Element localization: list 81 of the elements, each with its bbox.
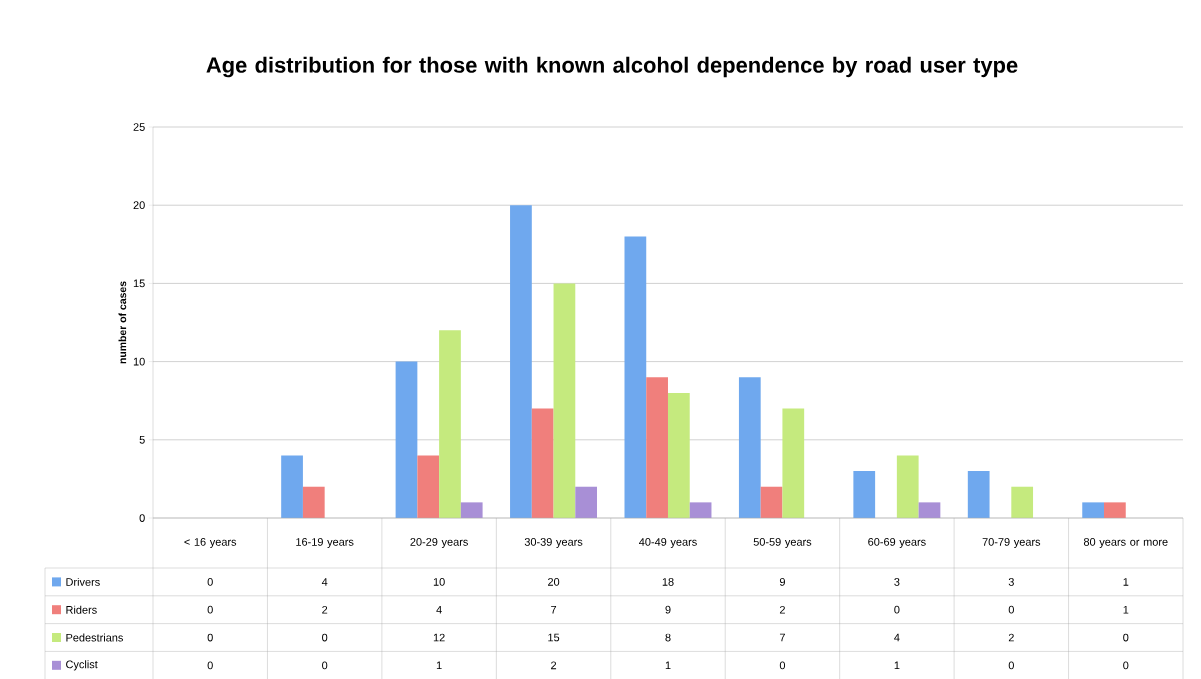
- y-tick-label: 20: [133, 201, 145, 210]
- bar: [281, 455, 303, 519]
- bar: [1082, 502, 1104, 519]
- bar: [395, 361, 418, 519]
- data-label: 4: [436, 605, 442, 614]
- bar: [439, 330, 461, 519]
- y-axis-title: number of cases: [118, 281, 127, 364]
- data-label: 0: [779, 661, 786, 670]
- data-label: 10: [433, 578, 445, 586]
- data-label: 4: [894, 633, 900, 642]
- data-label: 15: [548, 633, 560, 642]
- bar: [417, 455, 440, 519]
- bar: [738, 377, 761, 519]
- data-label: 1: [665, 661, 671, 670]
- data-label: 20: [548, 578, 560, 586]
- data-label: 0: [894, 605, 900, 614]
- x-tick-label: 50-59 years: [753, 538, 812, 548]
- bar: [531, 408, 554, 519]
- data-label: 1: [894, 661, 900, 670]
- y-tick-label: 10: [133, 357, 145, 366]
- data-label: 4: [321, 578, 328, 586]
- data-label: 9: [665, 605, 671, 614]
- y-tick-label: 0: [139, 514, 145, 522]
- x-tick-label: 80 years or more: [1083, 538, 1168, 548]
- data-label: 1: [1123, 578, 1129, 586]
- bar: [782, 408, 805, 519]
- bar: [667, 392, 690, 519]
- data-label: 2: [1008, 633, 1014, 642]
- bar: [510, 205, 532, 519]
- data-label: 0: [207, 661, 213, 670]
- bar: [853, 471, 876, 519]
- y-tick-label: 25: [133, 123, 145, 131]
- data-label: 9: [779, 578, 785, 586]
- data-label: 0: [1008, 605, 1014, 614]
- legend-label: Cyclist: [66, 660, 98, 671]
- data-label: 3: [894, 578, 900, 586]
- legend-label: Pedestrians: [66, 633, 123, 642]
- bar: [896, 455, 919, 519]
- bar: [575, 486, 598, 519]
- x-tick-label: 20-29 years: [410, 538, 468, 548]
- bar: [624, 236, 647, 519]
- data-label: 18: [662, 578, 674, 586]
- chart-title: Age distribution for those with known alcohol dependence by road user type: [206, 56, 1018, 78]
- x-tick-label: 60-69 years: [868, 538, 926, 548]
- data-label: 1: [436, 661, 442, 670]
- data-label: 2: [779, 605, 785, 614]
- bar: [689, 502, 712, 519]
- bar: [967, 471, 990, 519]
- x-tick-label: 70-79 years: [982, 538, 1041, 548]
- data-label: 0: [1123, 661, 1129, 670]
- data-label: 0: [1123, 633, 1129, 642]
- data-label: 0: [207, 578, 213, 586]
- data-label: 8: [665, 633, 671, 642]
- data-label: 0: [1008, 661, 1014, 670]
- data-label: 12: [433, 633, 445, 642]
- data-label: 2: [322, 605, 328, 614]
- data-label: 7: [551, 605, 557, 614]
- bar: [646, 377, 668, 519]
- x-tick-label: 16-19 years: [296, 538, 354, 548]
- y-tick-label: 5: [139, 435, 145, 444]
- bar: [1011, 486, 1034, 519]
- bar: [1104, 502, 1126, 519]
- data-label: 0: [207, 633, 213, 642]
- bar: [918, 502, 941, 519]
- data-label: 0: [322, 633, 328, 642]
- bar: [760, 486, 783, 519]
- data-label: 2: [551, 661, 557, 670]
- bar: [460, 502, 483, 519]
- y-tick-label: 15: [133, 279, 145, 288]
- bar: [553, 283, 576, 519]
- bar: [302, 486, 325, 519]
- x-tick-label: 30-39 years: [524, 538, 583, 548]
- data-label: 7: [779, 633, 785, 642]
- x-tick-label: < 16 years: [184, 538, 237, 548]
- legend-label: Drivers: [66, 577, 100, 586]
- data-label: 3: [1008, 578, 1014, 586]
- data-label: 1: [1123, 605, 1129, 614]
- x-tick-label: 40-49 years: [639, 538, 697, 548]
- data-label: 0: [207, 605, 213, 614]
- legend-label: Riders: [66, 605, 97, 614]
- data-label: 0: [322, 661, 328, 670]
